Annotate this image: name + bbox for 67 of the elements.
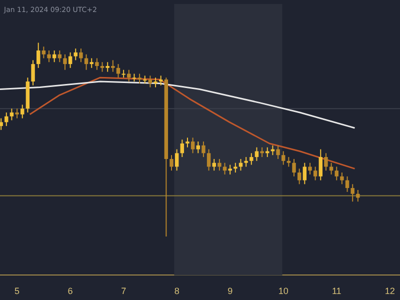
candlestick xyxy=(84,54,88,70)
candlestick xyxy=(260,146,264,158)
candlestick xyxy=(63,54,67,70)
candlestick xyxy=(132,73,136,82)
x-tick-label: 11 xyxy=(332,286,342,296)
x-tick-label: 10 xyxy=(278,286,288,296)
candlestick xyxy=(127,69,131,82)
candlestick xyxy=(15,108,19,119)
candlestick xyxy=(143,75,147,84)
candlestick xyxy=(345,176,350,192)
candlestick xyxy=(302,162,307,185)
candlestick xyxy=(196,141,200,154)
candlestick xyxy=(111,60,115,72)
candlestick xyxy=(313,166,318,181)
candlestick xyxy=(281,150,286,166)
candlestick xyxy=(218,158,222,172)
candlestick xyxy=(206,148,211,172)
candlestick xyxy=(90,58,94,68)
candlestick xyxy=(170,154,174,172)
candlestick xyxy=(292,158,296,177)
candlestick xyxy=(334,166,338,181)
x-tick-label: 5 xyxy=(14,286,20,296)
x-tick-label: 7 xyxy=(121,286,126,296)
candlestick xyxy=(234,162,238,174)
candlestick xyxy=(36,42,40,68)
candlestick xyxy=(154,77,158,88)
candlestick xyxy=(138,73,142,84)
candlestick xyxy=(228,164,232,175)
x-tick-label: 8 xyxy=(174,286,180,296)
candlestick xyxy=(186,137,190,148)
candlestick xyxy=(356,189,360,202)
candlestick xyxy=(20,104,24,119)
candlestick xyxy=(329,162,334,175)
candlestick xyxy=(174,148,179,172)
candlestick xyxy=(340,172,344,185)
candlestick xyxy=(4,112,8,127)
candlestick xyxy=(254,146,259,162)
candlestick xyxy=(190,137,195,154)
candlestick xyxy=(308,162,312,175)
x-tick-label: 6 xyxy=(68,286,73,296)
candlestick xyxy=(266,146,270,158)
candlestick xyxy=(222,162,227,175)
candlestick xyxy=(10,108,14,121)
candlestick xyxy=(318,148,323,181)
candlestick xyxy=(79,48,83,63)
candlestick xyxy=(47,50,51,63)
candlestick xyxy=(276,144,280,160)
candlestick xyxy=(106,62,110,72)
x-tick-label: 12 xyxy=(384,286,395,296)
candlestick xyxy=(250,152,254,166)
candlestick xyxy=(180,139,184,158)
candlestick xyxy=(95,58,99,70)
candlestick xyxy=(74,48,78,61)
candlestick xyxy=(100,62,104,72)
candlestick xyxy=(297,168,302,185)
candlestick xyxy=(202,141,206,158)
candlestick xyxy=(324,152,328,172)
candlestick xyxy=(158,75,163,86)
candlestick xyxy=(244,156,248,168)
x-tick-label: 9 xyxy=(228,286,233,296)
candlestick xyxy=(42,46,46,59)
candlestick xyxy=(148,75,152,88)
candlestick xyxy=(350,184,354,202)
candlestick xyxy=(31,60,35,86)
candlestick xyxy=(0,118,3,130)
candlestick xyxy=(286,156,291,168)
candlestick xyxy=(68,52,72,68)
